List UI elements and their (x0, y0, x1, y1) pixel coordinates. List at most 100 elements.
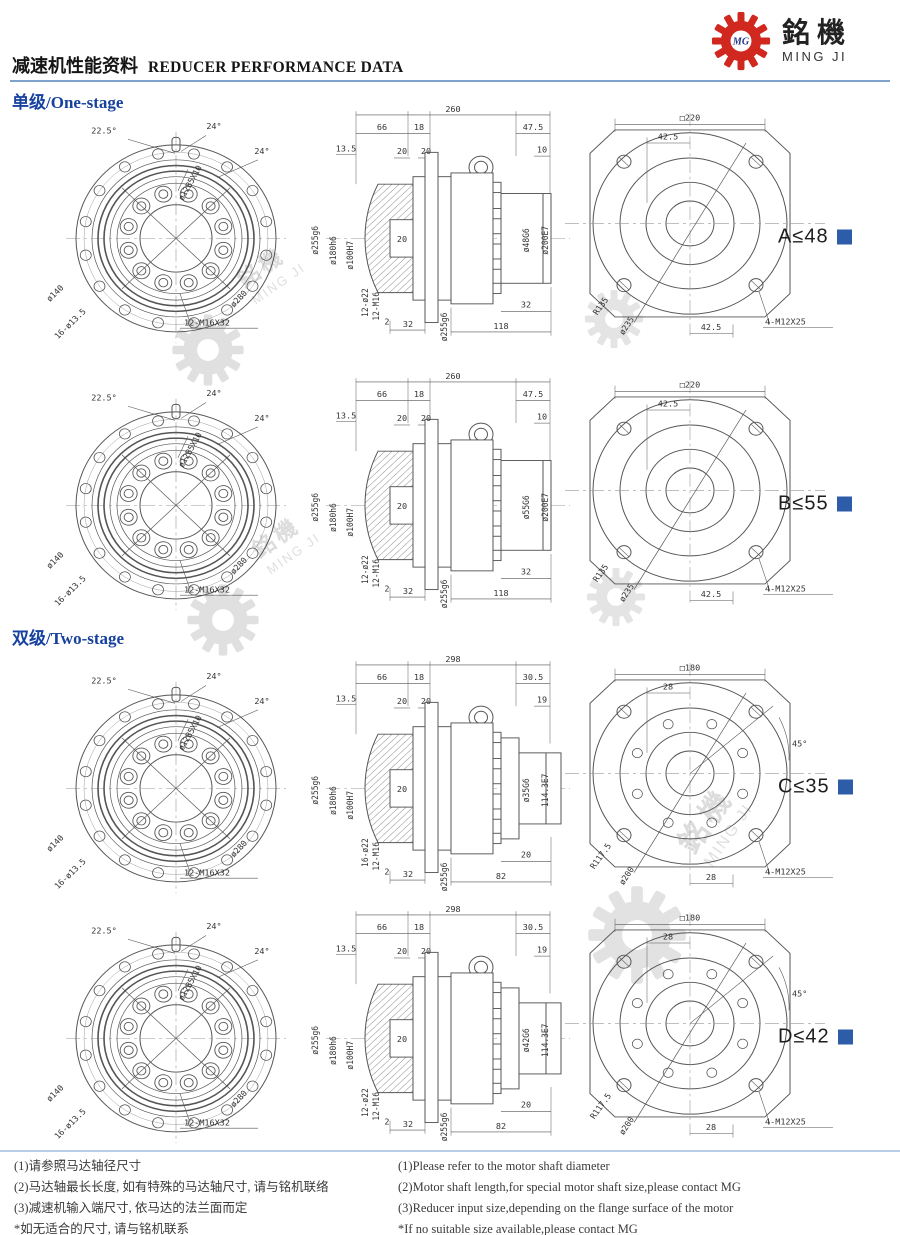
dim-label: 13.5 (336, 144, 356, 154)
dim-label: ø100H7 (345, 241, 355, 270)
rear-view-labels: □220 42.5 42.5 R135 ø235 4-M12X25 (590, 113, 806, 337)
side-view-labels: 260 66 18 13.5 20 20 47.5 10 ø255g6 ø180… (310, 371, 550, 608)
dim-label: R117.5 (588, 1091, 614, 1120)
dim-label: 19 (537, 945, 547, 955)
corner-bolt-holes (616, 704, 764, 843)
logo-name-en: MING JI (782, 48, 848, 64)
rating-color-square (836, 229, 852, 245)
section-title-two-stage: 双级/Two-stage (12, 629, 125, 648)
dim-label: 30.5 (523, 672, 543, 682)
header-divider (10, 80, 890, 82)
side-view-geometry (326, 911, 570, 1136)
inner-bolt-circle (119, 985, 233, 1092)
rear-view-geometry (565, 913, 833, 1138)
dim-label: 20 (521, 850, 531, 860)
dim-label: ø140 (44, 283, 66, 303)
dim-label: 82 (496, 1121, 506, 1131)
dim-label: 42.5 (658, 132, 678, 142)
rating-color-square (837, 779, 853, 795)
rating-color-square (837, 1029, 853, 1045)
dim-label: 4-M12X25 (765, 867, 806, 877)
dim-label: R117.5 (588, 841, 614, 870)
dim-label: ø200 (617, 1115, 637, 1136)
dim-label: 16-ø13.5 (52, 1106, 88, 1140)
dim-label: ø255g6 (310, 493, 320, 522)
dim-label: 32 (403, 320, 413, 330)
rating-color-square (836, 496, 852, 512)
inner-bolt-circle (119, 452, 233, 559)
logo-monogram: MG (732, 36, 750, 47)
rear-view-labels: □220 42.5 42.5 R135 ø235 4-M12X25 (590, 380, 806, 604)
dim-label: 24° (254, 414, 269, 424)
footnotes-en: (1)Please refer to the motor shaft diame… (398, 1156, 898, 1235)
front-view-geometry (66, 681, 286, 894)
rear-view-drawing: □220 42.5 42.5 R135 ø235 4-M12X25 (565, 113, 833, 338)
dim-label: ø255g6 (439, 863, 449, 892)
dim-label: 12-ø22 (360, 288, 370, 317)
dim-label: ø12B5X10 (176, 964, 204, 1002)
dim-label: 12-M16 (371, 559, 381, 588)
front-view-geometry (66, 398, 286, 611)
outer-bolt-holes (79, 698, 273, 879)
dim-label: 18 (414, 389, 424, 399)
dim-label: 2 (384, 584, 389, 594)
front-view-geometry (66, 931, 286, 1144)
footer-divider (0, 1150, 900, 1152)
side-view-labels: 298 66 18 13.5 20 20 30.5 19 ø255g6 ø180… (310, 904, 550, 1141)
side-section-drawing: 260 66 18 13.5 20 20 47.5 10 ø255g6 ø180… (310, 104, 570, 341)
dim-label: 12-M16 (371, 842, 381, 871)
dim-label: ø200 (617, 865, 637, 886)
dim-label: 12-M16X32 (184, 1118, 230, 1128)
dim-label: 20 (421, 697, 431, 707)
corner-bolt-holes (616, 154, 764, 293)
dim-label: 82 (496, 871, 506, 881)
footnote-line: (3)减速机输入端尺寸, 依马达的法兰面而定 (14, 1201, 248, 1215)
dim-label: 12-ø22 (360, 555, 370, 584)
dim-label: 42.5 (658, 399, 678, 409)
dim-label: 22.5° (91, 393, 117, 403)
dim-label: 24° (206, 388, 221, 398)
front-view-drawing: 22.5° 24° 24° ø12B5X10 ø140 16-ø13.5 ø28… (44, 388, 286, 611)
dim-label: □180 (680, 663, 700, 673)
dim-label: ø48G6 (521, 228, 531, 252)
dim-label: 24° (254, 147, 269, 157)
dim-label: 298 (445, 904, 460, 914)
front-view-drawing: 22.5° 24° 24° ø12B5X10 ø140 16-ø13.5 ø28… (44, 671, 286, 894)
dim-label: 28 (706, 872, 716, 882)
inner-hole-pattern (631, 719, 749, 828)
side-section-drawing: 298 66 18 13.5 20 20 30.5 19 ø255g6 ø180… (310, 904, 570, 1141)
footnote-line: (2)Motor shaft length,for special motor … (398, 1180, 741, 1194)
dim-label: 28 (663, 932, 673, 942)
dim-label: ø100H7 (345, 791, 355, 820)
dim-label: 66 (377, 389, 387, 399)
footnote-line: (2)马达轴最长长度, 如有特殊的马达轴尺寸, 请与铭机联络 (14, 1180, 329, 1194)
two-stage-adapter (500, 987, 562, 1090)
drawing-row: 22.5° 24° 24° ø12B5X10 ø140 16-ø13.5 ø28… (0, 100, 900, 345)
dim-label: 22.5° (91, 126, 117, 136)
dim-label: 20 (521, 1100, 531, 1110)
dim-label: 16-ø13.5 (52, 573, 88, 607)
outer-bolt-holes (79, 148, 273, 329)
dim-label: 24° (254, 947, 269, 957)
rating-badge: C≤35 (778, 776, 853, 799)
footnote-line: (1)请参照马达轴径尺寸 (14, 1159, 142, 1173)
dim-label: ø12B5X10 (176, 431, 204, 469)
dim-label: ø140 (44, 1083, 66, 1103)
rear-view-geometry (565, 380, 833, 605)
rear-view-drawing: □180 28 28 R117.5 ø200 4-M12X25 45° (565, 913, 833, 1138)
dim-label: R135 (590, 562, 610, 583)
dim-label: 66 (377, 122, 387, 132)
dim-label: 4-M12X25 (765, 584, 806, 594)
front-view-drawing: 22.5° 24° 24° ø12B5X10 ø140 16-ø13.5 ø28… (44, 921, 286, 1144)
rating-badge: D≤42 (778, 1026, 853, 1049)
dim-label: ø235 (617, 315, 637, 336)
dim-label: 10 (537, 412, 547, 422)
dim-label: ø180h6 (328, 236, 338, 265)
one-stage-adapter (500, 193, 552, 284)
dim-label: 260 (445, 371, 460, 381)
dim-label: 13.5 (336, 411, 356, 421)
dim-label: ø255g6 (439, 1113, 449, 1142)
dim-label: ø255g6 (310, 226, 320, 255)
rating-badge: A≤48 (778, 226, 852, 249)
